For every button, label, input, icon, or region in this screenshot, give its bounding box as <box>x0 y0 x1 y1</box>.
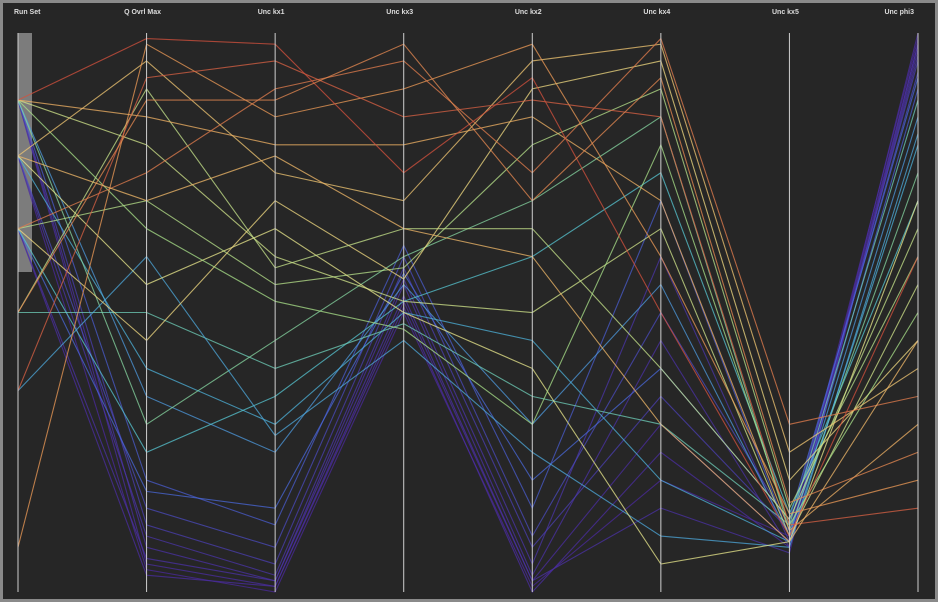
record-line <box>17 60 919 526</box>
axis-label: Unc phi3 <box>884 9 914 16</box>
record-line <box>17 43 919 548</box>
record-line <box>17 49 919 582</box>
record-line <box>17 88 919 510</box>
record-line <box>17 155 919 565</box>
record-line <box>17 144 919 543</box>
record-line <box>17 60 919 482</box>
record-line <box>17 38 919 538</box>
record-line <box>17 155 919 543</box>
record-line <box>17 87 919 521</box>
record-line <box>17 99 919 538</box>
record-line <box>17 99 919 527</box>
axis-label: Unc kx3 <box>386 9 413 16</box>
brush-selection[interactable] <box>18 33 32 272</box>
axis-label: Unc kx4 <box>643 9 670 16</box>
axis-label: Unc kx2 <box>515 9 542 16</box>
record-line <box>18 99 919 526</box>
axis-label: Unc kx1 <box>258 9 285 16</box>
axis-label: Run Set <box>14 9 41 16</box>
axis-label: Unc kx5 <box>772 9 799 16</box>
record-line <box>17 99 919 532</box>
record-line <box>17 37 919 425</box>
record-line <box>17 43 919 504</box>
axis-label: Q Ovrl Max <box>124 9 161 16</box>
